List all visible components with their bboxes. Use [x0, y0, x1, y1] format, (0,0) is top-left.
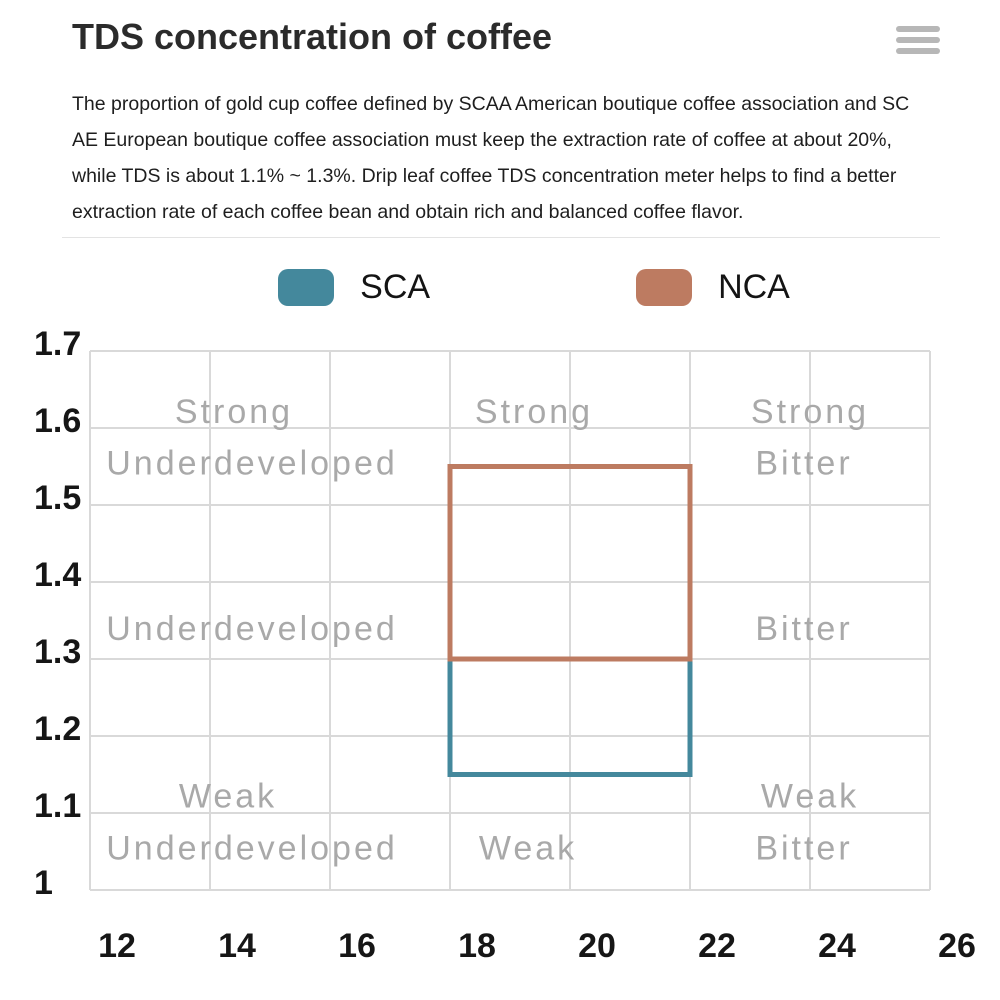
legend-label-nca: NCA	[718, 268, 790, 306]
nca-color-swatch	[636, 269, 693, 306]
page-title: TDS concentration of coffee	[72, 16, 553, 57]
x-tick-label: 16	[338, 927, 376, 965]
x-tick-label: 26	[938, 927, 976, 965]
x-tick-label: 20	[578, 927, 616, 965]
x-tick-label: 18	[458, 927, 496, 965]
region-label: Strong	[175, 393, 293, 431]
y-tick-label: 1.4	[34, 556, 81, 594]
hamburger-icon-bar	[896, 26, 940, 32]
description: The proportion of gold cup coffee define…	[72, 86, 947, 230]
region-label: Weak	[761, 777, 859, 815]
header: TDS concentration of coffee	[72, 16, 940, 58]
hamburger-icon-bar	[896, 37, 940, 43]
y-tick-label: 1.6	[34, 402, 81, 440]
sca-color-swatch	[278, 269, 335, 306]
region-label: Underdeveloped	[106, 610, 398, 648]
region-label: Bitter	[755, 445, 852, 483]
y-tick-label: 1.5	[34, 479, 81, 517]
description-line: extraction rate of each coffee bean and …	[72, 201, 744, 223]
description-line: while TDS is about 1.1% ~ 1.3%. Drip lea…	[72, 165, 897, 187]
x-tick-label: 14	[218, 927, 256, 965]
region-label: Weak	[179, 777, 277, 815]
nca-region-rect	[447, 464, 693, 662]
region-label: Bitter	[755, 610, 852, 648]
legend-item-nca[interactable]: NCA	[636, 268, 790, 307]
menu-button[interactable]	[896, 26, 940, 54]
divider	[62, 237, 940, 238]
region-label: Weak	[479, 830, 577, 868]
region-label: Underdeveloped	[106, 830, 398, 868]
hamburger-icon-bar	[896, 48, 940, 54]
y-tick-label: 1	[34, 864, 53, 902]
region-label: Underdeveloped	[106, 445, 398, 483]
y-tick-label: 1.1	[34, 787, 81, 825]
description-line: The proportion of gold cup coffee define…	[72, 93, 910, 115]
x-tick-label: 24	[818, 927, 856, 965]
region-label: Strong	[751, 393, 869, 431]
legend-item-sca[interactable]: SCA	[278, 268, 430, 307]
y-tick-label: 1.3	[34, 633, 81, 671]
description-line: AE European boutique coffee association …	[72, 129, 892, 151]
region-label: Bitter	[755, 830, 852, 868]
y-tick-label: 1.2	[34, 710, 81, 748]
y-tick-label: 1.7	[34, 325, 81, 363]
chart-legend: SCA NCA	[0, 268, 1000, 307]
legend-label-sca: SCA	[360, 268, 431, 306]
x-tick-label: 12	[98, 927, 136, 965]
region-label: Strong	[475, 393, 593, 431]
x-tick-label: 22	[698, 927, 736, 965]
